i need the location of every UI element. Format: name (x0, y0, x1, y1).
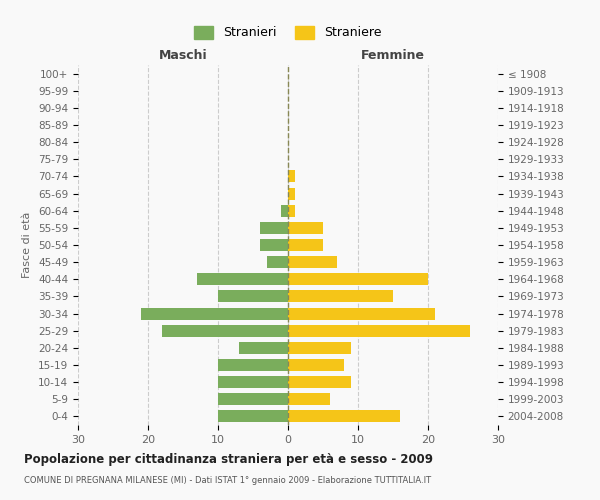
Bar (218, 359, 288, 371)
Bar (288, 376, 351, 388)
Text: Popolazione per cittadinanza straniera per età e sesso - 2009: Popolazione per cittadinanza straniera p… (24, 452, 433, 466)
Legend: Stranieri, Straniere: Stranieri, Straniere (190, 21, 386, 44)
Bar (288, 324, 470, 336)
Y-axis label: Fasce di età: Fasce di età (22, 212, 32, 278)
Bar (218, 290, 288, 302)
Text: Femmine: Femmine (361, 48, 425, 62)
Bar (288, 394, 330, 406)
Bar (288, 359, 344, 371)
Bar (260, 222, 288, 234)
Text: Maschi: Maschi (158, 48, 208, 62)
Bar (288, 256, 337, 268)
Bar (288, 222, 323, 234)
Bar (218, 376, 288, 388)
Bar (288, 290, 393, 302)
Bar (288, 239, 323, 251)
Bar (288, 342, 351, 354)
Bar (239, 342, 288, 354)
Bar (288, 274, 428, 285)
Text: COMUNE DI PREGNANA MILANESE (MI) - Dati ISTAT 1° gennaio 2009 - Elaborazione TUT: COMUNE DI PREGNANA MILANESE (MI) - Dati … (24, 476, 431, 485)
Bar (288, 170, 295, 182)
Bar (197, 274, 288, 285)
Bar (218, 410, 288, 422)
Bar (141, 308, 288, 320)
Bar (260, 239, 288, 251)
Bar (162, 324, 288, 336)
Bar (288, 188, 295, 200)
Bar (218, 394, 288, 406)
Bar (281, 204, 288, 216)
Bar (288, 410, 400, 422)
Bar (288, 204, 295, 216)
Bar (288, 308, 435, 320)
Bar (267, 256, 288, 268)
